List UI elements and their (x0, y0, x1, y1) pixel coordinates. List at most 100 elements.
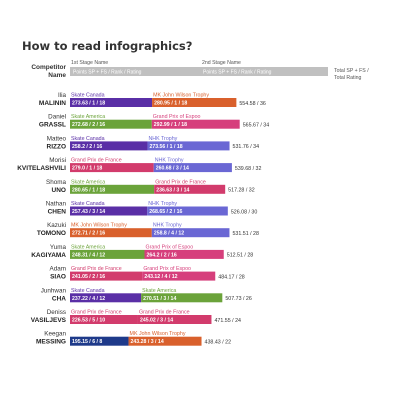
stage1-value-label: 273.63 / 1 / 18 (72, 101, 105, 107)
skater-last-name: MALININ (39, 100, 66, 107)
stage1-event-label: Skate Canada (71, 136, 105, 142)
total-label: 517.28 / 32 (228, 188, 255, 194)
skater-first-name: Shoma (46, 179, 66, 186)
stage2-bar (151, 119, 240, 129)
stage2-event-label: Grand Prix de France (155, 179, 206, 185)
skater-last-name: TOMONO (37, 230, 66, 237)
legend-stage2-name: 2nd Stage Name (202, 60, 241, 66)
stage2-bar (147, 206, 228, 216)
skater-last-name: RIZZO (47, 143, 67, 150)
stage1-event-label: Skate America (71, 244, 105, 250)
skater-last-name: MESSING (36, 339, 66, 346)
stage1-value-label: 279.0 / 1 / 18 (72, 166, 102, 172)
stage2-event-label: Grand Prix of Espoo (143, 266, 191, 272)
stage2-value-label: 273.56 / 1 / 18 (149, 144, 182, 150)
stage2-bar (141, 293, 223, 303)
stage1-value-label: 280.65 / 1 / 18 (72, 187, 105, 193)
total-label: 438.43 / 22 (205, 340, 232, 346)
stage2-event-label: MK John Wilson Trophy (153, 93, 209, 99)
stage2-event-label: NHK Trophy (148, 201, 177, 207)
stage1-value-label: 195.15 / 6 / 8 (72, 339, 102, 345)
stage2-event-label: Grand Prix of Espoo (153, 114, 201, 120)
total-label: 531.76 / 34 (233, 144, 260, 150)
skater-first-name: Junhwan (41, 287, 67, 294)
legend-stage2-bar (200, 67, 328, 76)
stage1-event-label: Skate Canada (71, 93, 105, 99)
stage2-value-label: 292.99 / 1 / 18 (154, 122, 187, 128)
stage2-value-label: 258.8 / 4 / 12 (154, 231, 184, 237)
stage1-event-label: Skate Canada (71, 201, 105, 207)
stage2-bar (128, 336, 202, 346)
skater-first-name: Adam (50, 266, 66, 273)
stage2-value-label: 245.02 / 3 / 14 (140, 318, 173, 324)
stage2-value-label: 236.63 / 3 / 14 (156, 187, 189, 193)
stage1-value-label: 272.68 / 2 / 16 (72, 122, 105, 128)
stage1-event-label: Skate America (71, 179, 105, 185)
skater-last-name: SIAO (50, 274, 66, 281)
stage1-event-label: Grand Prix de France (71, 266, 122, 272)
legend-stage1-bar (70, 67, 200, 76)
stage2-bar (142, 271, 216, 281)
legend-stage1-detail: Points SP + FS / Rank / Rating (73, 70, 142, 76)
stage1-value-label: 257.43 / 3 / 14 (72, 209, 105, 215)
stage2-bar (144, 249, 224, 259)
stage2-event-label: Skate America (142, 288, 176, 294)
stage2-bar (153, 163, 232, 173)
stage2-event-label: NHK Trophy (155, 158, 184, 164)
legend-stage1-name: 1st Stage Name (71, 60, 108, 66)
total-label: 565.67 / 34 (243, 123, 270, 129)
skater-last-name: KAGIYAMA (31, 252, 66, 259)
stage2-bar (151, 228, 230, 238)
stage2-event-label: NHK Trophy (148, 136, 177, 142)
skater-last-name: GRASSL (39, 122, 66, 129)
stage1-bar (70, 141, 148, 151)
chart-title: How to read infographics? (22, 39, 192, 53)
skater-first-name: Yuma (50, 244, 67, 251)
stage2-bar (147, 141, 230, 151)
stage2-value-label: 243.12 / 4 / 12 (144, 274, 177, 280)
stage1-bar (70, 119, 152, 129)
stage1-bar (70, 184, 155, 194)
stage2-event-label: Grand Prix of Espoo (145, 244, 193, 250)
stage2-value-label: 264.2 / 2 / 16 (146, 252, 176, 258)
stage2-bar (154, 184, 226, 194)
skater-first-name: Ilia (58, 92, 67, 99)
stage1-bar (70, 98, 153, 107)
stage2-value-label: 280.95 / 1 / 18 (154, 101, 187, 107)
stage2-value-label: 243.28 / 3 / 14 (131, 339, 164, 345)
stage1-value-label: 272.71 / 2 / 16 (72, 231, 105, 237)
skater-last-name: CHA (52, 295, 66, 302)
stage2-value-label: 270.51 / 3 / 14 (143, 296, 176, 302)
skater-first-name: Matteo (47, 135, 67, 142)
stage1-value-label: 237.22 / 4 / 12 (72, 296, 105, 302)
stage2-event-label: NHK Trophy (153, 223, 182, 229)
stage1-bar (70, 293, 142, 303)
skater-last-name: VASILJEVS (31, 317, 67, 324)
stage2-value-label: 260.68 / 3 / 14 (156, 166, 189, 172)
total-label: 471.55 / 24 (214, 318, 241, 324)
stage2-bar (152, 98, 237, 107)
stage1-value-label: 248.31 / 4 / 12 (72, 252, 105, 258)
skater-last-name: CHEN (48, 209, 67, 216)
stage1-event-label: Grand Prix de France (71, 310, 122, 316)
skater-first-name: Kazuki (47, 222, 66, 229)
total-label: 554.58 / 36 (239, 101, 266, 107)
skater-first-name: Daniel (48, 114, 66, 121)
total-label: 526.08 / 30 (231, 209, 258, 215)
stage1-event-label: Skate Canada (71, 288, 105, 294)
stage1-bar (70, 315, 138, 324)
stage2-bar (137, 315, 212, 324)
total-label: 507.73 / 26 (225, 296, 252, 302)
total-label: 539.68 / 32 (235, 166, 262, 172)
stage1-value-label: 241.05 / 2 / 16 (72, 274, 105, 280)
stage1-event-label: Grand Prix de France (71, 158, 122, 164)
skater-first-name: Morisi (49, 157, 66, 164)
stage1-bar (70, 336, 129, 346)
stage1-event-label: Skate America (71, 114, 105, 120)
legend-competitor-header: Competitor (31, 64, 66, 71)
stage1-bar (70, 228, 152, 238)
stage1-value-label: 226.53 / 5 / 10 (72, 318, 105, 324)
stage2-event-label: MK John Wilson Trophy (130, 331, 186, 337)
total-label: 531.51 / 28 (232, 231, 259, 237)
skater-last-name: KVITELASHVILI (17, 165, 66, 172)
